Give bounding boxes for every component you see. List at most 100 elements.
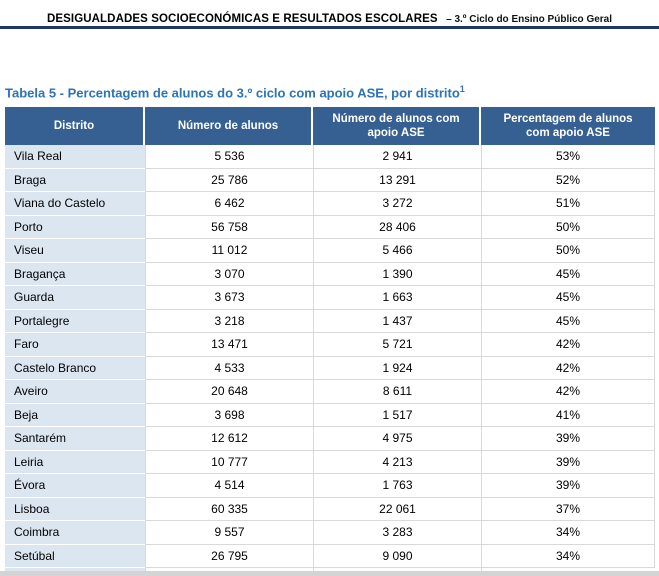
cell-value: 42%: [481, 333, 655, 357]
cell-value: 5 721: [313, 333, 481, 357]
cell-value: 34%: [481, 521, 655, 545]
cell-value: 34%: [481, 544, 655, 568]
cell-value: 4 533: [145, 356, 313, 380]
cell-value: 11 012: [145, 239, 313, 263]
cell-value: 3 272: [313, 192, 481, 216]
cell-value: 39%: [481, 427, 655, 451]
table-row: Guarda 3 673 1 663 45%: [5, 286, 655, 310]
table-row: Castelo Branco 4 533 1 924 42%: [5, 356, 655, 380]
cell-value: 2 941: [313, 145, 481, 169]
cell-value: 45%: [481, 309, 655, 333]
cell-value: 1 517: [313, 403, 481, 427]
bottom-edge-strip: [0, 571, 659, 576]
cell-value: 26 795: [145, 544, 313, 568]
cell-district: Évora: [5, 474, 145, 498]
cell-district: Aveiro: [5, 380, 145, 404]
cell-district: Viana do Castelo: [5, 192, 145, 216]
cell-district: Coimbra: [5, 521, 145, 545]
table-row: Bragança 3 070 1 390 45%: [5, 262, 655, 286]
cell-district: Bragança: [5, 262, 145, 286]
table-row: Coimbra 9 557 3 283 34%: [5, 521, 655, 545]
cell-value: 42%: [481, 380, 655, 404]
cell-value: 45%: [481, 286, 655, 310]
cell-district: Porto: [5, 215, 145, 239]
cell-value: 4 514: [145, 474, 313, 498]
table-row: Porto 56 758 28 406 50%: [5, 215, 655, 239]
table-body: Vila Real 5 536 2 941 53% Braga 25 786 13 291 5…: [5, 145, 655, 568]
cell-value: 50%: [481, 215, 655, 239]
cell-value: 6 462: [145, 192, 313, 216]
cutoff-row-sliver: [5, 568, 655, 571]
document-title: DESIGUALDADES SOCIOECONÓMICAS E RESULTAD…: [46, 13, 438, 25]
cell-value: 9 090: [313, 544, 481, 568]
cell-value: 37%: [481, 497, 655, 521]
table-caption: Tabela 5 - Percentagem de alunos do 3.º …: [5, 84, 465, 100]
cell-value: 42%: [481, 356, 655, 380]
header-divider-rule: [0, 26, 659, 29]
table-row: Setúbal 26 795 9 090 34%: [5, 544, 655, 568]
table-row: Évora 4 514 1 763 39%: [5, 474, 655, 498]
table-row: Beja 3 698 1 517 41%: [5, 403, 655, 427]
table-row: Leiria 10 777 4 213 39%: [5, 450, 655, 474]
column-header-numero-alunos: Número de alunos: [145, 107, 313, 145]
cell-district: Portalegre: [5, 309, 145, 333]
cell-value: 56 758: [145, 215, 313, 239]
cell-value: 39%: [481, 450, 655, 474]
cell-district: Guarda: [5, 286, 145, 310]
table-header-row: Distrito Número de alunos Número de alun…: [5, 107, 655, 145]
cell-value: 4 975: [313, 427, 481, 451]
cell-value: 13 471: [145, 333, 313, 357]
cell-value: 1 663: [313, 286, 481, 310]
cell-value: 13 291: [313, 168, 481, 192]
cell-value: 3 283: [313, 521, 481, 545]
cell-value: 4 213: [313, 450, 481, 474]
cell-value: 41%: [481, 403, 655, 427]
cell-district: Braga: [5, 168, 145, 192]
table-caption-text: Tabela 5 - Percentagem de alunos do 3.º …: [5, 85, 460, 101]
cell-district: Setúbal: [5, 544, 145, 568]
table-row: Viana do Castelo 6 462 3 272 51%: [5, 192, 655, 216]
cell-value: 3 070: [145, 262, 313, 286]
cell-value: 3 698: [145, 403, 313, 427]
table-row: Santarém 12 612 4 975 39%: [5, 427, 655, 451]
cell-value: 51%: [481, 192, 655, 216]
cell-value: 50%: [481, 239, 655, 263]
cell-value: 3 218: [145, 309, 313, 333]
cell-value: 1 763: [313, 474, 481, 498]
cell-value: 3 673: [145, 286, 313, 310]
cell-value: 1 437: [313, 309, 481, 333]
column-header-numero-alunos-ase: Número de alunos com apoio ASE: [313, 107, 481, 145]
cell-value: 1 924: [313, 356, 481, 380]
table-row: Lisboa 60 335 22 061 37%: [5, 497, 655, 521]
footnote-reference: 1: [459, 84, 465, 94]
cell-district: Santarém: [5, 427, 145, 451]
column-header-percentagem-ase: Percentagem de alunos com apoio ASE: [503, 113, 633, 139]
cell-value: 20 648: [145, 380, 313, 404]
cell-value: 5 536: [145, 145, 313, 169]
cell-value: 12 612: [145, 427, 313, 451]
cell-value: 52%: [481, 168, 655, 192]
table-row: Aveiro 20 648 8 611 42%: [5, 380, 655, 404]
table-row: Braga 25 786 13 291 52%: [5, 168, 655, 192]
cell-value: 28 406: [313, 215, 481, 239]
document-subtitle: – 3.º Ciclo do Ensino Público Geral: [446, 14, 613, 25]
cell-value: 45%: [481, 262, 655, 286]
cell-value: 9 557: [145, 521, 313, 545]
column-header-distrito: Distrito: [5, 107, 145, 145]
cell-value: 10 777: [145, 450, 313, 474]
table-row: Viseu 11 012 5 466 50%: [5, 239, 655, 263]
table-row: Vila Real 5 536 2 941 53%: [5, 145, 655, 169]
cell-value: 25 786: [145, 168, 313, 192]
cell-value: 22 061: [313, 497, 481, 521]
table-row: Portalegre 3 218 1 437 45%: [5, 309, 655, 333]
table-row: Faro 13 471 5 721 42%: [5, 333, 655, 357]
data-table: Distrito Número de alunos Número de alun…: [5, 107, 655, 571]
cell-value: 1 390: [313, 262, 481, 286]
cell-district: Lisboa: [5, 497, 145, 521]
cell-value: 39%: [481, 474, 655, 498]
cell-value: 60 335: [145, 497, 313, 521]
cell-value: 53%: [481, 145, 655, 169]
cell-value: 8 611: [313, 380, 481, 404]
cell-value: 5 466: [313, 239, 481, 263]
